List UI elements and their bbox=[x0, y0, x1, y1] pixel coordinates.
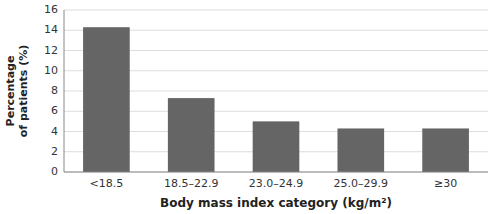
x-ticks: <18.5 18.5–22.9 23.0–24.9 25.0–29.9 ≥30 bbox=[90, 177, 458, 190]
grid-line bbox=[64, 172, 488, 173]
y-axis-label: Percentageof patients (%) bbox=[4, 45, 30, 138]
chart-svg: 0 2 4 6 8 10 12 14 16 <18.5 18.5–22.9 23.0–24.9 25.0… bbox=[0, 0, 500, 214]
y-ticks: 0 2 4 6 8 10 12 14 16 bbox=[44, 3, 58, 178]
bar bbox=[168, 98, 215, 172]
x-axis-line bbox=[64, 172, 488, 173]
y-tick-label: 12 bbox=[44, 44, 58, 57]
bar bbox=[337, 128, 384, 172]
y-tick-label: 4 bbox=[51, 125, 58, 138]
grid-line bbox=[64, 10, 488, 11]
x-tick-label: 23.0–24.9 bbox=[249, 177, 303, 190]
y-tick-label: 0 bbox=[51, 165, 58, 178]
x-tick-label: ≥30 bbox=[434, 177, 457, 190]
y-tick-label: 10 bbox=[44, 64, 58, 77]
y-tick-label: 16 bbox=[44, 3, 58, 16]
bar bbox=[83, 27, 130, 172]
bar bbox=[253, 121, 300, 172]
x-tick-label: <18.5 bbox=[90, 177, 124, 190]
y-tick-label: 8 bbox=[51, 84, 58, 97]
bars bbox=[83, 27, 469, 172]
chart-container: 0 2 4 6 8 10 12 14 16 <18.5 18.5–22.9 23.0–24.9 25.0… bbox=[0, 0, 500, 214]
x-tick-label: 25.0–29.9 bbox=[334, 177, 388, 190]
x-axis-label: Body mass index category (kg/m²) bbox=[160, 196, 392, 210]
y-tick-label: 2 bbox=[51, 145, 58, 158]
y-axis-line bbox=[64, 10, 65, 172]
x-tick-label: 18.5–22.9 bbox=[164, 177, 218, 190]
y-tick-label: 6 bbox=[51, 104, 58, 117]
bar bbox=[422, 128, 469, 172]
y-tick-label: 14 bbox=[44, 23, 58, 36]
grid bbox=[64, 10, 488, 172]
